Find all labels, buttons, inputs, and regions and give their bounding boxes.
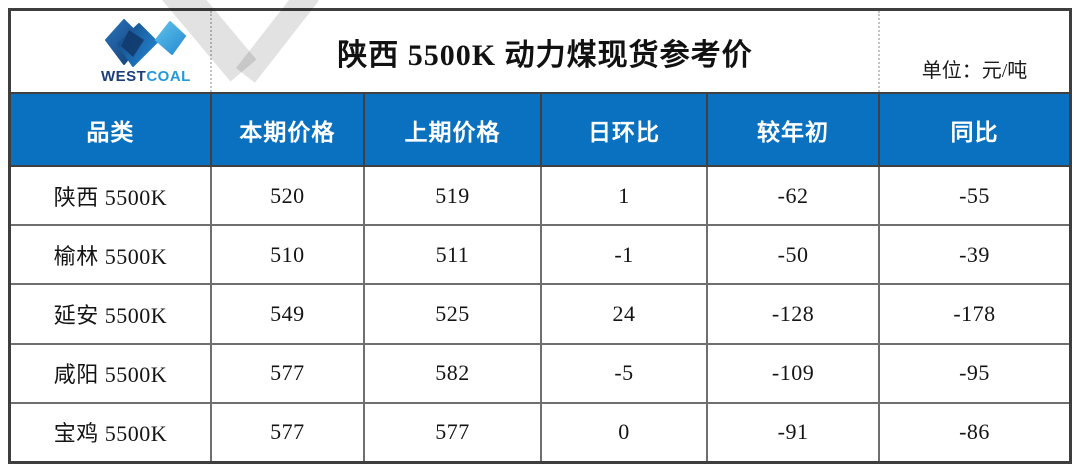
table-row-grid: 陕西 5500K 520 519 1 -62 -55 <box>11 167 1069 225</box>
column-header-3: 上期价格 <box>362 94 540 165</box>
value-cell: 1 <box>539 167 706 225</box>
table-row: 咸阳 5500K 577 582 -5 -109 -95 <box>11 342 1069 402</box>
value-cell: -50 <box>706 226 878 284</box>
logo-wordmark: WESTCOAL <box>101 69 191 84</box>
price-table: WESTCOAL 陕西 5500K 动力煤现货参考价 单位：元/吨 品类 本期价格… <box>8 8 1072 464</box>
unit-label: 单位：元/吨 <box>878 11 1069 92</box>
table-row-grid: 宝鸡 5500K 577 577 0 -91 -86 <box>11 403 1069 462</box>
value-cell: -5 <box>539 344 706 402</box>
value-cell: -91 <box>706 403 878 462</box>
logo-word-coal: COAL <box>146 68 191 85</box>
banner-row: WESTCOAL 陕西 5500K 动力煤现货参考价 单位：元/吨 <box>11 11 1069 92</box>
value-cell: 24 <box>539 285 706 343</box>
table-title: 陕西 5500K 动力煤现货参考价 <box>209 11 878 92</box>
category-cell: 延安 5500K <box>53 303 168 328</box>
value-cell: 577 <box>209 344 363 402</box>
column-header-2: 本期价格 <box>209 94 363 165</box>
value-cell: 519 <box>362 167 540 225</box>
value-cell: -1 <box>539 226 706 284</box>
value-cell: 511 <box>362 226 540 284</box>
value-cell: 520 <box>209 167 363 225</box>
logo-word-west: WEST <box>101 68 147 85</box>
category-cell: 榆林 5500K <box>53 243 168 269</box>
value-cell: -86 <box>878 403 1069 462</box>
value-cell: -95 <box>878 344 1069 402</box>
column-header-5: 较年初 <box>706 94 878 165</box>
column-header-4: 日环比 <box>539 94 706 165</box>
value-cell: 582 <box>362 344 540 402</box>
value-cell: -55 <box>878 167 1069 225</box>
value-cell: 525 <box>362 285 540 343</box>
table-row-grid: 咸阳 5500K 577 582 -5 -109 -95 <box>11 344 1069 402</box>
category-cell: 宝鸡 5500K <box>53 421 168 447</box>
logo-cell: WESTCOAL <box>11 11 210 92</box>
value-cell: -109 <box>706 344 878 402</box>
westcoal-logo: WESTCOAL <box>101 19 191 84</box>
value-cell: -39 <box>878 226 1069 284</box>
value-cell: 549 <box>209 285 363 343</box>
value-cell: 510 <box>209 226 363 284</box>
table-row-grid: 延安 5500K 549 525 24 -128 -178 <box>11 285 1069 343</box>
table-row: 榆林 5500K 510 511 -1 -50 -39 <box>11 224 1069 284</box>
value-cell: 577 <box>209 403 363 462</box>
category-cell: 咸阳 5500K <box>53 362 168 388</box>
value-cell: 0 <box>539 403 706 462</box>
table-header-row: 品类 本期价格 上期价格 日环比 较年初 同比 <box>11 92 1069 167</box>
table-row: 陕西 5500K 520 519 1 -62 -55 <box>11 167 1069 225</box>
table-body: 陕西 5500K 520 519 1 -62 -55 榆林 5500K 510 511 -1 -50… <box>11 167 1069 462</box>
value-cell: -62 <box>706 167 878 225</box>
value-cell: 577 <box>362 403 540 462</box>
value-cell: -178 <box>878 285 1069 343</box>
westcoal-logo-icon <box>104 19 186 67</box>
value-cell: -128 <box>706 285 878 343</box>
table-row-grid: 榆林 5500K 510 511 -1 -50 -39 <box>11 226 1069 284</box>
table-row: 宝鸡 5500K 577 577 0 -91 -86 <box>11 401 1069 462</box>
column-header-6: 同比 <box>878 94 1069 165</box>
category-cell: 陕西 5500K <box>53 184 168 210</box>
table-row: 延安 5500K 549 525 24 -128 -178 <box>11 283 1069 343</box>
column-header-1: 品类 <box>86 118 135 145</box>
